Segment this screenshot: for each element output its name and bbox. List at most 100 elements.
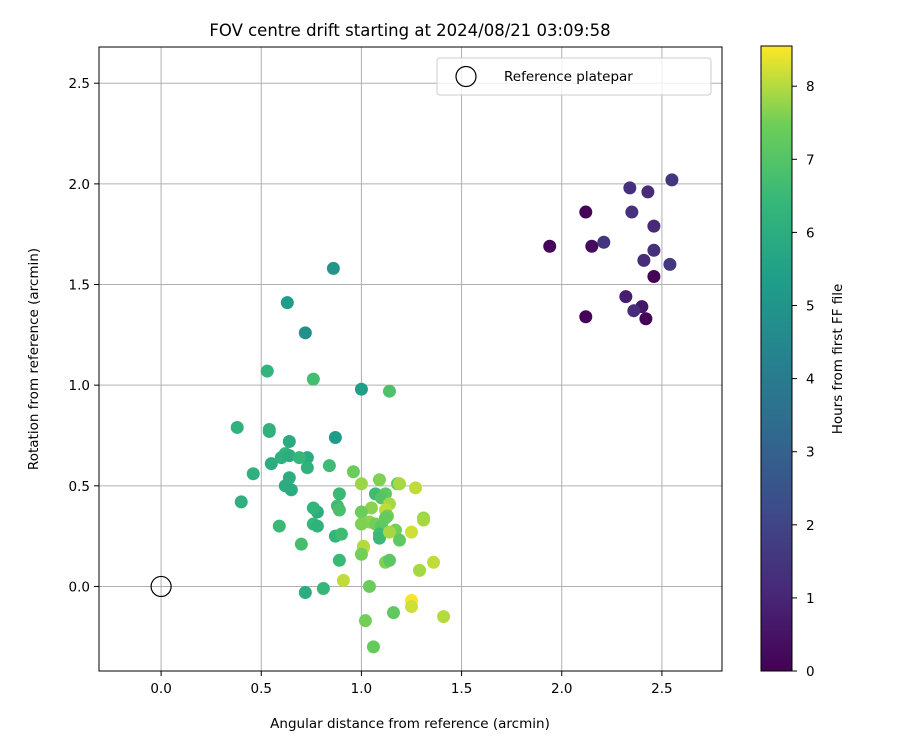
y-tick-label: 1.0 bbox=[69, 378, 90, 394]
data-point bbox=[413, 563, 427, 577]
y-tick-label: 0.5 bbox=[69, 479, 90, 495]
y-tick-label: 2.0 bbox=[69, 177, 90, 193]
data-point bbox=[298, 326, 312, 340]
data-point bbox=[639, 312, 653, 326]
data-point bbox=[392, 477, 406, 491]
data-point bbox=[358, 614, 372, 628]
data-point bbox=[354, 547, 368, 561]
y-axis-ticks: 0.0 0.5 1.0 1.5 2.0 2.5 bbox=[69, 76, 99, 595]
data-points bbox=[230, 173, 679, 654]
data-point bbox=[246, 467, 260, 481]
x-tick-label: 2.5 bbox=[651, 681, 672, 697]
y-tick-label: 2.5 bbox=[69, 76, 90, 92]
data-point bbox=[298, 585, 312, 599]
data-point bbox=[386, 606, 400, 620]
plot-frame bbox=[98, 46, 723, 672]
legend-box bbox=[436, 57, 712, 96]
data-point bbox=[663, 257, 677, 271]
data-point bbox=[316, 581, 330, 595]
data-point bbox=[354, 382, 368, 396]
data-point bbox=[306, 372, 320, 386]
data-point bbox=[230, 420, 244, 434]
colorbar: 0 1 2 3 4 5 6 7 8 Hours from first FF file bbox=[760, 45, 846, 680]
data-point bbox=[382, 553, 396, 567]
legend: Reference platepar bbox=[436, 57, 712, 96]
y-tick-label: 0.0 bbox=[69, 579, 90, 595]
data-point bbox=[647, 269, 661, 283]
data-point bbox=[260, 364, 274, 378]
legend-reference-label: Reference platepar bbox=[504, 69, 633, 85]
data-point bbox=[625, 205, 639, 219]
data-point bbox=[264, 457, 278, 471]
colorbar-tick-label: 6 bbox=[806, 225, 815, 241]
x-tick-label: 2.0 bbox=[551, 681, 572, 697]
colorbar-tick-label: 2 bbox=[806, 518, 815, 534]
chart-title: FOV centre drift starting at 2024/08/21 … bbox=[209, 21, 610, 40]
data-point bbox=[282, 435, 296, 449]
x-tick-label: 0.5 bbox=[251, 681, 272, 697]
data-point bbox=[336, 573, 350, 587]
colorbar-tick-label: 7 bbox=[806, 152, 815, 168]
data-point bbox=[364, 501, 378, 515]
data-point bbox=[382, 384, 396, 398]
x-tick-label: 0.0 bbox=[150, 681, 171, 697]
data-point bbox=[366, 640, 380, 654]
data-point bbox=[409, 481, 423, 495]
data-point bbox=[665, 173, 679, 187]
data-point bbox=[322, 459, 336, 473]
data-point bbox=[543, 239, 557, 253]
data-point bbox=[597, 235, 611, 249]
colorbar-label: Hours from first FF file bbox=[830, 284, 846, 435]
data-point bbox=[372, 531, 386, 545]
data-point bbox=[262, 422, 276, 436]
legend-reference-symbol bbox=[455, 65, 477, 88]
data-point bbox=[362, 579, 376, 593]
data-point bbox=[272, 519, 286, 533]
data-point bbox=[332, 487, 346, 501]
data-point bbox=[437, 610, 451, 624]
data-point bbox=[585, 239, 599, 253]
data-point bbox=[619, 290, 633, 304]
data-point bbox=[579, 310, 593, 324]
x-axis-label: Angular distance from reference (arcmin) bbox=[270, 716, 550, 732]
colorbar-tick-label: 1 bbox=[806, 591, 815, 607]
colorbar-gradient bbox=[760, 45, 793, 672]
colorbar-ticks: 0 1 2 3 4 5 6 7 8 bbox=[792, 79, 815, 680]
colorbar-tick-label: 8 bbox=[806, 79, 815, 95]
data-point bbox=[354, 505, 368, 519]
data-point bbox=[282, 449, 296, 463]
data-point bbox=[623, 181, 637, 195]
data-point bbox=[328, 431, 342, 445]
data-point bbox=[294, 537, 308, 551]
data-point bbox=[372, 473, 386, 487]
y-axis-label: Rotation from reference (arcmin) bbox=[26, 248, 42, 470]
data-point bbox=[637, 253, 651, 267]
reference-platepar-marker bbox=[150, 575, 172, 598]
data-point bbox=[647, 219, 661, 233]
data-point bbox=[354, 477, 368, 491]
data-point bbox=[641, 185, 655, 199]
data-point bbox=[627, 304, 641, 318]
colorbar-tick-label: 3 bbox=[806, 445, 815, 461]
data-point bbox=[284, 483, 298, 497]
data-point bbox=[310, 519, 324, 533]
grid bbox=[99, 47, 722, 671]
data-point bbox=[417, 513, 431, 527]
data-point bbox=[280, 296, 294, 310]
data-point bbox=[382, 525, 396, 539]
data-point bbox=[234, 495, 248, 509]
data-point bbox=[326, 261, 340, 275]
x-tick-label: 1.5 bbox=[451, 681, 472, 697]
x-tick-label: 1.0 bbox=[351, 681, 372, 697]
data-point bbox=[378, 511, 392, 525]
data-point bbox=[306, 501, 320, 515]
data-point bbox=[334, 527, 348, 541]
data-point bbox=[300, 461, 314, 475]
data-point bbox=[354, 517, 368, 531]
colorbar-tick-label: 5 bbox=[806, 299, 815, 315]
data-point bbox=[332, 503, 346, 517]
reference-marker-group bbox=[150, 575, 172, 598]
data-point bbox=[405, 600, 419, 614]
data-point bbox=[427, 555, 441, 569]
colorbar-tick-label: 4 bbox=[806, 372, 815, 388]
